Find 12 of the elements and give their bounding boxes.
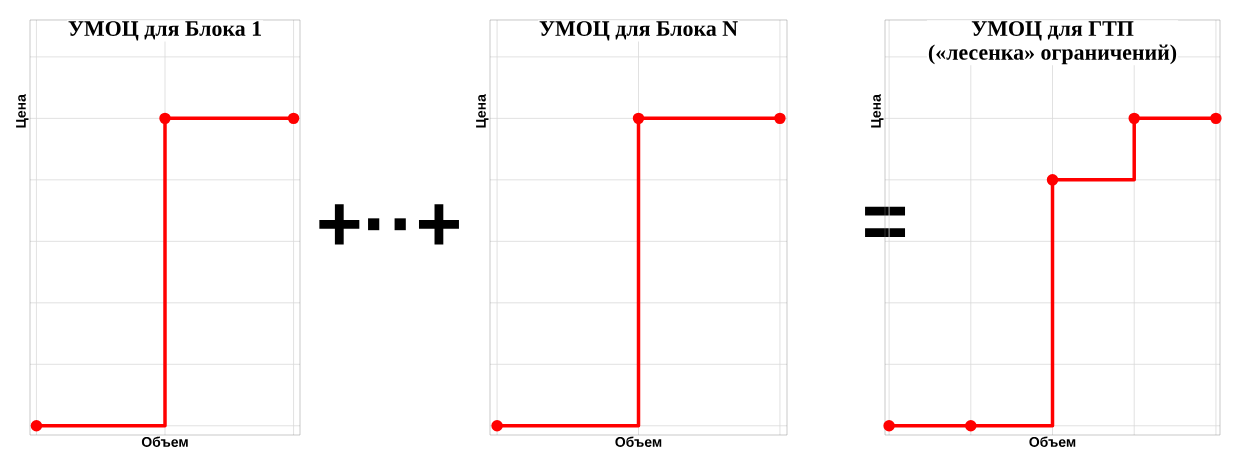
- chart-title: УМОЦ для Блока N: [539, 21, 738, 41]
- annotation: =: [865, 206, 906, 237]
- y-axis-title: Цена: [16, 94, 29, 128]
- y-axis-title: Цена: [871, 94, 884, 128]
- chart-title: УМОЦ для Блока 1: [68, 21, 261, 41]
- y-axis-title: Цена: [476, 94, 489, 128]
- x-axis-title: Объем: [615, 436, 662, 447]
- x-axis-title: Объем: [1029, 436, 1076, 447]
- text: +··+: [319, 204, 459, 245]
- chart-subtitle: («лесенка» ограничений): [928, 44, 1177, 65]
- x-axis-title: Объем: [141, 436, 188, 447]
- chart-title: УМОЦ для ГТП: [971, 21, 1134, 41]
